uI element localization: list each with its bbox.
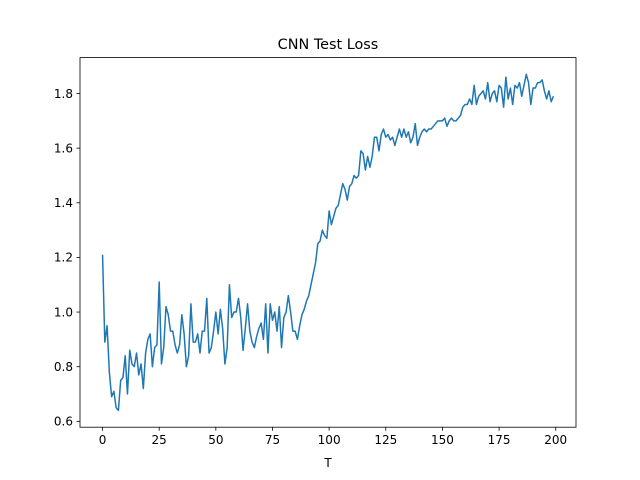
x-tick-label: 200	[544, 433, 567, 447]
y-tick-label: 0.8	[54, 360, 73, 374]
data-line	[101, 73, 555, 412]
x-tick-label: 100	[318, 433, 341, 447]
x-axis-label: T	[323, 456, 332, 470]
x-tick-label: 0	[99, 433, 107, 447]
x-tick-label: 50	[208, 433, 223, 447]
y-tick-label: 1.2	[54, 251, 73, 265]
x-tick-label: 125	[374, 433, 397, 447]
y-tick-label: 0.6	[54, 415, 73, 429]
y-tick-label: 1.4	[54, 196, 73, 210]
axes-frame	[79, 57, 577, 428]
x-tick-label: 175	[488, 433, 511, 447]
y-tick-label: 1.6	[54, 141, 73, 155]
chart-title: CNN Test Loss	[278, 37, 379, 53]
x-tick-label: 25	[152, 433, 167, 447]
x-tick-label: 75	[265, 433, 280, 447]
y-tick-label: 1.0	[54, 305, 73, 319]
y-tick-label: 1.8	[54, 87, 73, 101]
x-tick-label: 150	[431, 433, 454, 447]
